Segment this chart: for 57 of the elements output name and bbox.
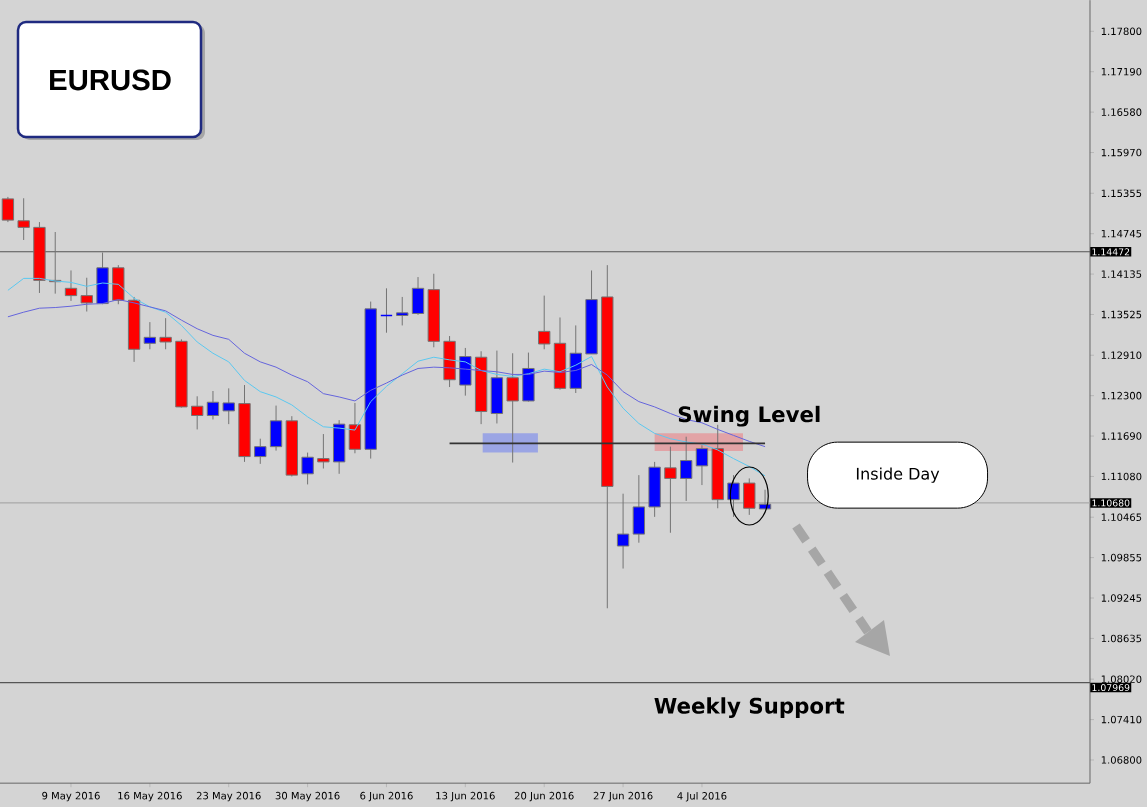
- y-tick-label: 1.10465: [1101, 513, 1142, 521]
- candlestick: [664, 446, 677, 534]
- text: Inside Day: [856, 467, 940, 483]
- x-tick-label: 16 May 2016: [118, 791, 182, 802]
- candlestick: [191, 395, 204, 430]
- x-tick-label: 6 Jun 2016: [360, 791, 413, 802]
- y-tick-label: 1.14135: [1101, 270, 1142, 278]
- x-tick-label: 20 Jun 2016: [514, 791, 574, 802]
- candlestick: [143, 321, 157, 350]
- series-label: Swing Level: [678, 405, 820, 427]
- y-tick-label: 1.13525: [1101, 310, 1142, 319]
- y-tick-label: 1.11690: [1101, 432, 1142, 440]
- y-tick-label: 1.15970: [1101, 148, 1142, 157]
- y-tick-label: 1.12910: [1101, 351, 1142, 360]
- candlestick: [64, 269, 78, 302]
- annotation: Weekly Support: [654, 697, 845, 719]
- y-tick-label: 1.08635: [1101, 634, 1142, 643]
- ref-line-label: 1.10680: [1092, 499, 1130, 507]
- candlestick: [380, 287, 393, 334]
- candlestick: [254, 438, 267, 465]
- y-tick-label: 1.11080: [1101, 472, 1142, 481]
- candlestick: [758, 489, 772, 510]
- y-tick-label: 1.15355: [1101, 189, 1142, 198]
- y-tick-label: 1.17800: [1101, 27, 1142, 36]
- x-tick-label: 4 Jul 2016: [677, 791, 727, 802]
- x-tick-label: 9 May 2016: [42, 791, 100, 802]
- candlestick: [538, 295, 551, 350]
- y-tick-label: 1.12300: [1101, 391, 1142, 400]
- candlestick: [301, 452, 314, 485]
- x-tick-label: 27 Jun 2016: [593, 791, 653, 802]
- candlestick: [80, 277, 93, 313]
- candlestick: [616, 493, 630, 570]
- candlestick: [396, 296, 409, 326]
- y-tick-label: 1.08020: [1101, 675, 1142, 683]
- x-tick-label: 23 May 2016: [196, 791, 261, 802]
- x-tick-label: 13 Jun 2016: [436, 791, 495, 802]
- y-tick-label: 1.16580: [1101, 108, 1142, 116]
- y-tick-label: 1.06800: [1101, 756, 1142, 764]
- y-tick-label: 1.14745: [1101, 229, 1142, 238]
- candlestick: [695, 444, 709, 486]
- ref-line-label: 1.14472: [1092, 248, 1130, 256]
- candlestick: [506, 352, 519, 464]
- ref-line-label: 1.07969: [1092, 684, 1130, 692]
- candlestick: [206, 390, 220, 420]
- y-tick-label: 1.09245: [1101, 594, 1142, 602]
- candlestick: [17, 197, 30, 241]
- x-tick-label: 30 May 2016: [275, 791, 340, 802]
- candlestick: [680, 436, 693, 502]
- candlestick: [317, 433, 330, 470]
- y-tick-label: 1.17190: [1101, 67, 1142, 76]
- candlestick: [159, 317, 172, 350]
- y-tick-label: 1.09855: [1101, 553, 1142, 562]
- candlestick: [222, 387, 235, 425]
- candlestick: [1, 196, 15, 223]
- candlestick: [727, 474, 740, 518]
- y-tick-label: 1.07410: [1101, 715, 1142, 724]
- text: EURUSD: [50, 69, 171, 91]
